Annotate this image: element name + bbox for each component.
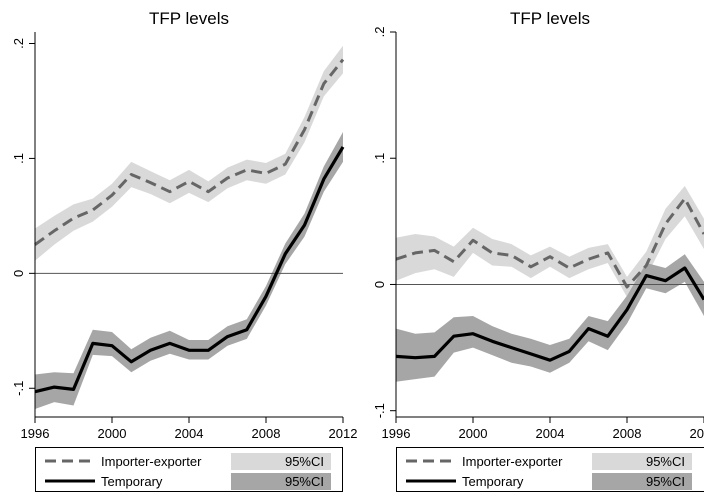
right-chart-panel: TFP levels 1996 2000 2004 2008 2012 -.1 0 .1 .2 Im… — [372, 9, 704, 492]
left-y-tick-label: .1 — [11, 153, 26, 164]
right-y-tick-label: 0 — [372, 281, 387, 288]
right-ci-band-temporary — [396, 254, 704, 382]
left-y-tick-label: 0 — [11, 270, 26, 277]
right-y-tick-label: -.1 — [372, 403, 387, 418]
left-y-tick-label: -.1 — [11, 381, 26, 396]
left-x-tick-label: 2008 — [252, 426, 281, 441]
right-legend-ci-label-importer-exporter: 95%CI — [646, 454, 685, 469]
left-legend-ci-label-importer-exporter: 95%CI — [285, 454, 324, 469]
left-legend-label-temporary: Temporary — [101, 474, 163, 489]
right-y-tick-label: .2 — [372, 27, 387, 38]
right-x-tick-label: 2008 — [613, 426, 642, 441]
left-chart-title: TFP levels — [149, 9, 229, 28]
right-legend-label-importer-exporter: Importer-exporter — [462, 454, 563, 469]
right-chart-title: TFP levels — [510, 9, 590, 28]
right-legend-ci-label-temporary: 95%CI — [646, 474, 685, 489]
right-x-tick-label: 2012 — [690, 426, 704, 441]
left-y-tick-label: .2 — [11, 38, 26, 49]
left-legend-label-importer-exporter: Importer-exporter — [101, 454, 202, 469]
right-x-tick-label: 1996 — [382, 426, 411, 441]
left-x-tick-label: 2004 — [175, 426, 204, 441]
left-x-tick-label: 2000 — [98, 426, 127, 441]
right-x-tick-label: 2004 — [536, 426, 565, 441]
right-x-tick-label: 2000 — [459, 426, 488, 441]
right-legend-label-temporary: Temporary — [462, 474, 524, 489]
right-y-tick-label: .1 — [372, 153, 387, 164]
left-chart-panel: TFP levels 1996 2000 2004 2008 2012 -.1 0 .1 .2 Im… — [11, 9, 357, 492]
left-legend-ci-label-temporary: 95%CI — [285, 474, 324, 489]
left-x-tick-label: 1996 — [21, 426, 50, 441]
left-x-tick-label: 2012 — [329, 426, 358, 441]
